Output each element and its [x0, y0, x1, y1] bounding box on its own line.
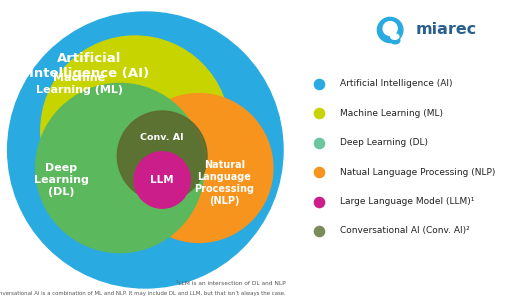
Point	[314, 199, 322, 204]
Text: miarec: miarec	[415, 22, 476, 38]
Ellipse shape	[377, 17, 402, 43]
Text: Machine
Learning (ML): Machine Learning (ML)	[36, 73, 122, 95]
Text: Deep
Learning
(DL): Deep Learning (DL)	[34, 163, 89, 197]
Ellipse shape	[125, 94, 272, 242]
Ellipse shape	[8, 12, 282, 288]
Text: Natual Language Processing (NLP): Natual Language Processing (NLP)	[340, 168, 495, 177]
Point	[314, 82, 322, 86]
Point	[314, 140, 322, 145]
Text: Deep Learning (DL): Deep Learning (DL)	[340, 138, 428, 147]
Text: Large Language Model (LLM)¹: Large Language Model (LLM)¹	[340, 197, 473, 206]
Text: Conv. AI: Conv. AI	[140, 134, 184, 142]
Ellipse shape	[382, 22, 397, 35]
Ellipse shape	[390, 34, 398, 39]
Ellipse shape	[134, 152, 190, 208]
Point	[314, 229, 322, 233]
Point	[314, 170, 322, 175]
Text: Artificial
Intelligence (AI): Artificial Intelligence (AI)	[29, 52, 149, 80]
Text: Machine Learning (ML): Machine Learning (ML)	[340, 109, 442, 118]
Text: Conversational AI (Conv. AI)²: Conversational AI (Conv. AI)²	[340, 226, 469, 236]
Ellipse shape	[390, 37, 399, 44]
Text: ²Conversational AI is a combination of ML and NLP. It may include DL and LLM, bu: ²Conversational AI is a combination of M…	[0, 291, 285, 296]
Ellipse shape	[41, 36, 229, 225]
Text: LLM: LLM	[150, 175, 174, 185]
Text: Artificial Intelligence (AI): Artificial Intelligence (AI)	[340, 80, 452, 88]
Text: ¹LLM is an intersection of DL and NLP: ¹LLM is an intersection of DL and NLP	[176, 281, 285, 286]
Ellipse shape	[36, 83, 204, 253]
Text: Natural
Language
Processing
(NLP): Natural Language Processing (NLP)	[194, 160, 254, 206]
Point	[314, 111, 322, 116]
Ellipse shape	[117, 111, 207, 201]
